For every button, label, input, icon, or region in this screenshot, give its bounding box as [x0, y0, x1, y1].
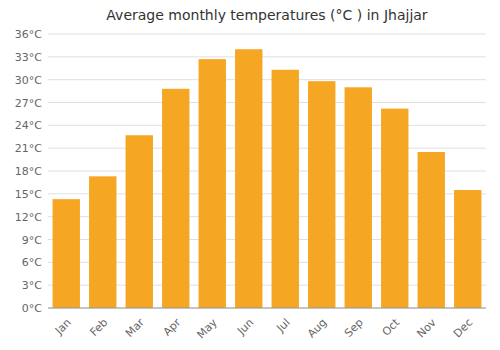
grid-line — [48, 34, 486, 35]
bar — [381, 109, 408, 308]
y-tick-label: 21°C — [15, 142, 42, 155]
bar — [235, 49, 262, 308]
grid-line — [48, 56, 486, 57]
y-tick-label: 24°C — [15, 119, 42, 132]
grid-line — [48, 102, 486, 103]
x-tick-label: Apr — [161, 316, 184, 339]
bar — [272, 70, 299, 308]
x-tick-label: Sep — [342, 316, 366, 340]
bar — [89, 176, 116, 308]
x-tick-label: Mar — [123, 316, 147, 340]
x-tick-label: Feb — [87, 316, 110, 339]
title: Average monthly temperatures (°C ) in Jh… — [106, 7, 427, 23]
grid — [48, 34, 486, 308]
y-tick-label: 18°C — [15, 165, 42, 178]
x-tick-label: Jul — [273, 316, 292, 335]
y-tick-label: 30°C — [15, 74, 42, 87]
grid-line — [48, 148, 486, 149]
bar — [308, 81, 335, 308]
bar — [454, 190, 481, 308]
x-tick-label: Aug — [305, 316, 329, 340]
x-tick-label: Jan — [52, 316, 74, 338]
x-tick-label: Oct — [380, 316, 403, 339]
y-tick-label: 33°C — [15, 51, 42, 64]
bar — [418, 152, 445, 308]
x-axis-line — [48, 308, 486, 309]
y-tick-label: 3°C — [22, 279, 42, 292]
chart-svg: Average monthly temperatures (°C ) in Jh… — [0, 0, 500, 350]
grid-line — [48, 125, 486, 126]
bar — [345, 87, 372, 308]
y-tick-label: 12°C — [15, 211, 42, 224]
x-tick-label: Dec — [451, 316, 475, 340]
y-tick-label: 6°C — [22, 256, 42, 269]
y-tick-label: 0°C — [22, 302, 42, 315]
bar — [162, 89, 189, 308]
y-tick-label: 9°C — [22, 234, 42, 247]
x-tick-label: Jun — [234, 316, 256, 338]
chart-container: Average monthly temperatures (°C ) in Jh… — [0, 0, 500, 350]
grid-line — [48, 79, 486, 80]
x-tick-label: May — [195, 316, 221, 342]
grid-line — [48, 308, 486, 309]
bar — [126, 135, 153, 308]
bar — [199, 59, 226, 308]
bars — [53, 49, 482, 308]
y-tick-label: 27°C — [15, 97, 42, 110]
y-tick-label: 36°C — [15, 28, 42, 41]
x-tick-label: Nov — [414, 316, 439, 341]
bar — [53, 199, 80, 308]
y-tick-label: 15°C — [15, 188, 42, 201]
